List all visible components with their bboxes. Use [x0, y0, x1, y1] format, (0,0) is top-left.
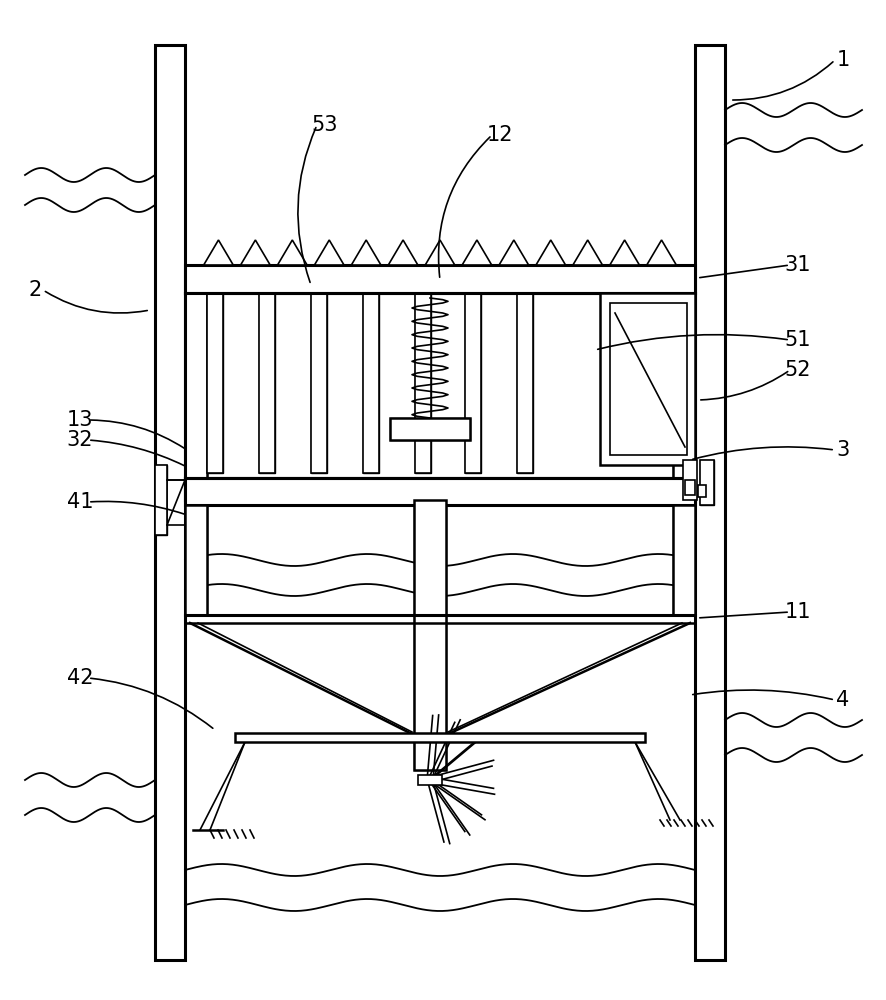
Bar — [155, 465, 167, 535]
Bar — [185, 505, 206, 615]
Polygon shape — [499, 240, 528, 265]
Text: 2: 2 — [28, 280, 42, 300]
Bar — [517, 293, 532, 473]
Polygon shape — [610, 240, 639, 265]
Text: 4: 4 — [835, 690, 849, 710]
Polygon shape — [240, 240, 270, 265]
Polygon shape — [388, 240, 417, 265]
Bar — [259, 293, 275, 473]
Text: 11: 11 — [784, 602, 811, 622]
Bar — [699, 460, 713, 505]
Bar — [699, 460, 713, 505]
Bar — [206, 293, 222, 473]
Polygon shape — [462, 240, 491, 265]
Text: 42: 42 — [66, 668, 93, 688]
Bar — [185, 478, 695, 500]
Bar — [185, 265, 695, 293]
Bar — [155, 45, 185, 960]
Bar — [362, 293, 378, 473]
Bar — [259, 293, 275, 473]
Bar — [206, 293, 222, 473]
Text: 1: 1 — [835, 50, 849, 70]
Bar — [185, 478, 695, 500]
Polygon shape — [277, 240, 307, 265]
Bar — [311, 293, 327, 473]
Polygon shape — [204, 240, 233, 265]
Bar — [695, 45, 724, 960]
Bar — [697, 485, 705, 497]
Bar — [415, 293, 431, 473]
Bar — [599, 293, 695, 465]
Bar — [610, 303, 687, 455]
Bar — [417, 775, 441, 785]
Polygon shape — [646, 240, 675, 265]
Bar — [185, 505, 206, 615]
Polygon shape — [535, 240, 565, 265]
Bar — [390, 418, 470, 440]
Bar — [185, 478, 695, 505]
Bar — [155, 465, 167, 535]
Bar — [684, 480, 695, 495]
Bar — [517, 293, 532, 473]
Bar — [672, 505, 695, 615]
Text: 52: 52 — [784, 360, 811, 380]
Polygon shape — [572, 240, 602, 265]
Polygon shape — [167, 480, 185, 525]
Bar — [414, 500, 446, 770]
Bar — [155, 45, 185, 960]
Polygon shape — [351, 240, 380, 265]
Bar — [464, 293, 480, 473]
Bar — [415, 293, 431, 473]
Polygon shape — [315, 240, 344, 265]
Text: 31: 31 — [784, 255, 811, 275]
Polygon shape — [424, 240, 455, 265]
Bar — [672, 505, 695, 615]
Text: 13: 13 — [66, 410, 93, 430]
Text: 53: 53 — [311, 115, 338, 135]
Bar — [185, 293, 206, 478]
Bar — [682, 460, 696, 500]
Text: 41: 41 — [66, 492, 93, 512]
Bar — [362, 293, 378, 473]
Bar — [185, 293, 206, 478]
Bar — [185, 478, 695, 505]
Text: 51: 51 — [784, 330, 811, 350]
Bar — [311, 293, 327, 473]
Bar — [414, 500, 446, 770]
Bar — [464, 293, 480, 473]
Bar — [390, 418, 470, 440]
Bar — [185, 265, 695, 293]
Bar — [672, 293, 695, 478]
Bar — [235, 733, 644, 742]
Text: 12: 12 — [486, 125, 513, 145]
Text: 3: 3 — [835, 440, 849, 460]
Bar — [672, 293, 695, 478]
Bar — [695, 45, 724, 960]
Text: 32: 32 — [66, 430, 93, 450]
